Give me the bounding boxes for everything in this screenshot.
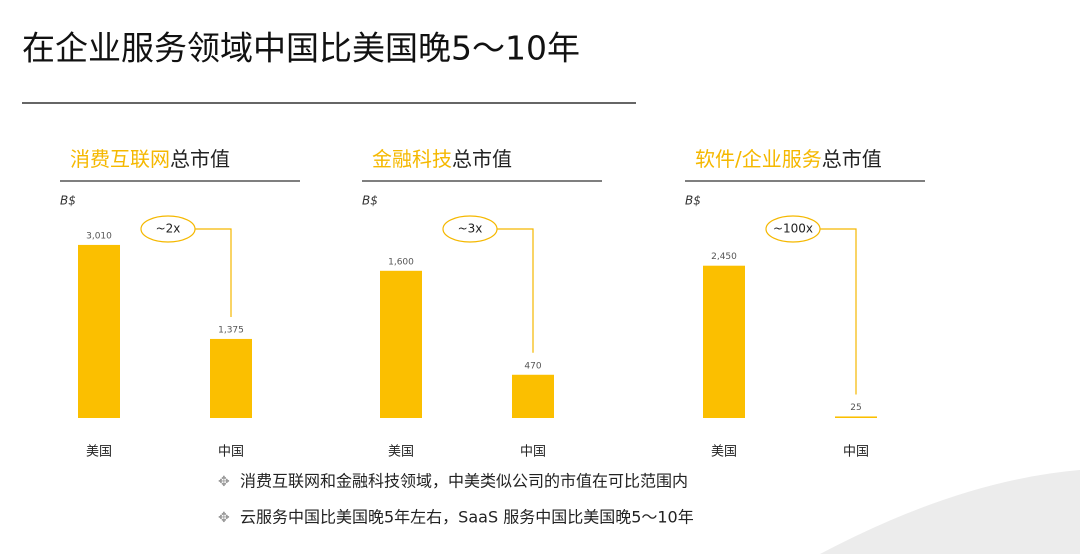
bar (78, 244, 120, 418)
annotation-label: ~2x (156, 222, 181, 236)
chart-title-part: 金融科技 (372, 147, 452, 171)
chart-title: 消费互联网总市值 (70, 147, 230, 171)
x-tick-label: 中国 (843, 445, 869, 460)
chart-title-part: 软件/企业服务 (695, 147, 822, 171)
x-tick-label: 中国 (520, 445, 546, 460)
decor-curve (820, 470, 1080, 554)
x-tick-label: 美国 (86, 445, 112, 460)
unit-label: B$ (685, 194, 701, 208)
value-label: 25 (850, 403, 861, 413)
annotation-label: ~3x (458, 222, 483, 236)
bullet: 云服务中国比美国晚5年左右，SaaS 服务中国比美国晚5～10年 (240, 508, 694, 527)
bullet: 消费互联网和金融科技领域，中美类似公司的市值在可比范围内 (240, 472, 688, 491)
bar (380, 270, 422, 418)
bullet-icon: ✥ (218, 510, 230, 526)
annotation-connector (497, 228, 534, 353)
bar (210, 338, 252, 418)
chart-title-part: 总市值 (822, 147, 882, 171)
chart-title: 金融科技总市值 (372, 147, 512, 171)
slide-title: 在企业服务领域中国比美国晚5～10年 (22, 29, 580, 68)
x-tick-label: 中国 (218, 445, 244, 460)
x-tick-label: 美国 (711, 445, 737, 460)
bar (512, 374, 554, 418)
value-label: 1,600 (388, 257, 414, 267)
chart-title-part: 消费互联网 (70, 147, 170, 171)
chart-title-part: 总市值 (170, 147, 230, 171)
bullet-icon: ✥ (218, 474, 230, 490)
annotation-connector (820, 228, 857, 395)
annotation-label: ~100x (773, 222, 813, 236)
unit-label: B$ (362, 194, 378, 208)
chart-title: 软件/企业服务总市值 (695, 147, 882, 171)
bar (703, 265, 745, 418)
annotation-connector (195, 228, 232, 317)
bar (835, 416, 877, 418)
unit-label: B$ (60, 194, 76, 208)
value-label: 3,010 (86, 231, 112, 241)
value-label: 2,450 (711, 252, 737, 262)
value-label: 470 (524, 361, 541, 371)
x-tick-label: 美国 (388, 445, 414, 460)
chart-title-part: 总市值 (452, 147, 512, 171)
value-label: 1,375 (218, 325, 244, 335)
